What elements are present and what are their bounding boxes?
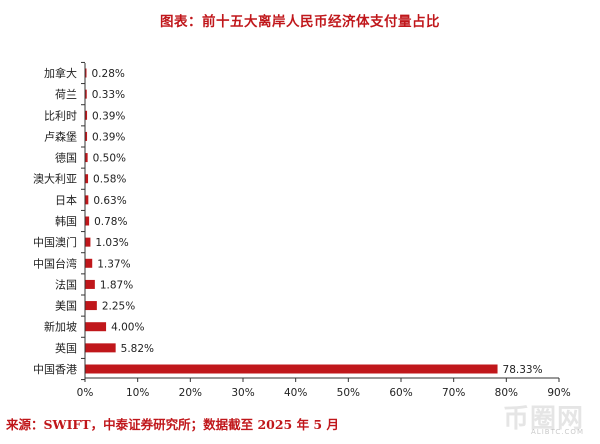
bar-1 <box>85 89 87 99</box>
labels-layer: 加拿大 0.28% 荷兰 0.33% 比利时 0.39% 卢森堡 0.39% 德国 0.50% 澳大… <box>33 66 543 376</box>
value-label-10: 1.87% <box>100 279 133 291</box>
x-tick-label-8: 80% <box>495 387 518 399</box>
value-label-7: 0.78% <box>94 216 127 228</box>
category-label-2: 比利时 <box>44 109 77 122</box>
bar-8 <box>85 237 91 247</box>
x-tick-label-6: 60% <box>389 387 412 399</box>
x-tick-label-4: 40% <box>284 387 307 399</box>
value-label-8: 1.03% <box>95 237 128 249</box>
x-tick-label-0: 0% <box>77 387 94 399</box>
value-label-14: 78.33% <box>503 364 543 376</box>
bar-11 <box>85 301 97 311</box>
category-label-8: 中国澳门 <box>33 235 77 249</box>
bar-12 <box>85 322 107 332</box>
category-label-4: 德国 <box>55 151 77 165</box>
bar-10 <box>85 279 95 289</box>
category-label-10: 法国 <box>55 277 77 291</box>
category-label-0: 加拿大 <box>44 66 77 80</box>
x-tick-label-9: 90% <box>547 387 570 399</box>
value-label-4: 0.50% <box>93 153 126 165</box>
value-label-6: 0.63% <box>93 195 126 207</box>
x-tick-label-2: 20% <box>179 387 202 399</box>
chart-title: 图表：前十五大离岸人民币经济体支付量占比 <box>160 14 440 30</box>
value-label-5: 0.58% <box>93 174 126 186</box>
bar-14 <box>85 364 498 374</box>
value-label-12: 4.00% <box>111 322 144 334</box>
category-label-3: 卢森堡 <box>44 129 77 143</box>
value-label-13: 5.82% <box>121 343 154 355</box>
x-tick-label-7: 70% <box>442 387 465 399</box>
bar-0 <box>85 68 87 78</box>
category-label-11: 美国 <box>55 300 77 313</box>
value-label-11: 2.25% <box>102 301 135 313</box>
x-tick-label-5: 50% <box>337 387 360 399</box>
category-label-13: 英国 <box>55 341 77 355</box>
value-label-9: 1.37% <box>97 258 130 270</box>
category-label-6: 日本 <box>55 193 77 207</box>
value-label-2: 0.39% <box>92 110 125 122</box>
axis-layer: 0% 10% 20% 30% 40% 50% 60% 70% 80% 90% <box>77 61 571 399</box>
bar-3 <box>85 131 88 141</box>
bar-9 <box>85 258 93 268</box>
category-label-12: 新加坡 <box>44 320 77 334</box>
value-label-3: 0.39% <box>92 131 125 143</box>
category-label-9: 中国台湾 <box>33 256 77 270</box>
x-tick-label-1: 10% <box>126 387 149 399</box>
bar-7 <box>85 216 90 226</box>
bar-5 <box>85 174 89 184</box>
bar-4 <box>85 153 88 163</box>
bars-layer <box>85 68 498 374</box>
category-label-5: 澳大利亚 <box>33 172 77 186</box>
value-label-0: 0.28% <box>92 68 125 80</box>
category-label-14: 中国香港 <box>33 363 77 376</box>
bar-2 <box>85 110 88 120</box>
value-label-1: 0.33% <box>92 89 125 101</box>
watermark: 币圈网 ALIBTC.COM <box>444 396 594 442</box>
category-label-1: 荷兰 <box>55 88 77 101</box>
source-note: 来源：SWIFT，中泰证券研究所；数据截至 2025 年 5 月 <box>6 417 339 432</box>
watermark-text: 币圈网 <box>502 404 584 434</box>
watermark-sub: ALIBTC.COM <box>531 428 584 436</box>
bar-6 <box>85 195 89 205</box>
x-tick-label-3: 30% <box>231 387 254 399</box>
category-label-7: 韩国 <box>55 214 77 228</box>
bar-13 <box>85 343 116 353</box>
